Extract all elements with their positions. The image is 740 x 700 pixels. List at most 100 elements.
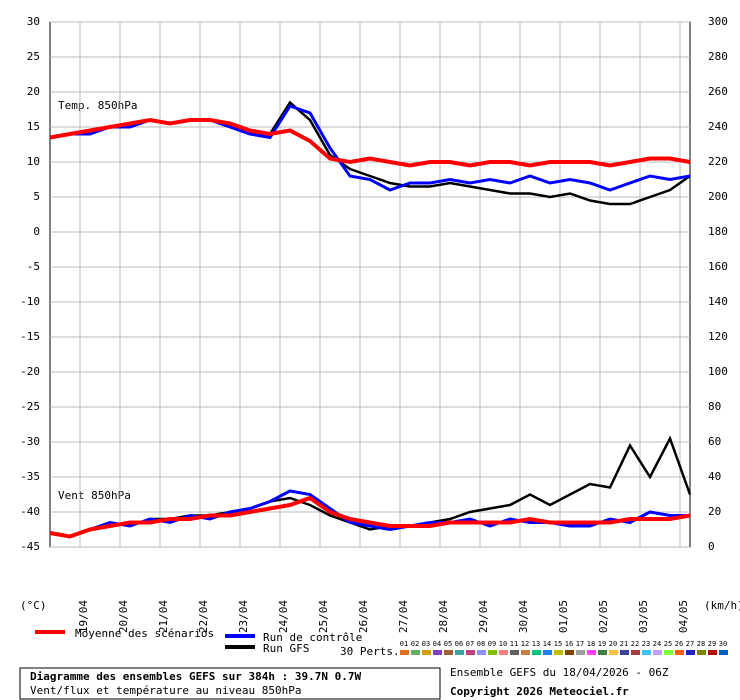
y2-tick-label: 220 [708,155,728,168]
y-tick-label: -25 [20,400,40,413]
x-tick-label: 25/04 [317,600,330,633]
pert-swatch [444,650,453,655]
pert-label: 05 [444,640,452,648]
pert-label: 20 [609,640,617,648]
pert-swatch [697,650,706,655]
x-tick-label: 29/04 [477,600,490,633]
x-tick-label: 19/04 [77,600,90,633]
pert-label: 18 [587,640,595,648]
footer-title: Diagramme des ensembles GEFS sur 384h : … [30,670,362,683]
legend-label: Moyenne des scénarios [75,627,214,640]
y-tick-label: 5 [33,190,40,203]
pert-swatch [532,650,541,655]
pert-label: 07 [466,640,474,648]
pert-label: 23 [642,640,650,648]
y2-tick-label: 40 [708,470,721,483]
pert-swatch [576,650,585,655]
pert-label: 29 [708,640,716,648]
y-tick-label: -20 [20,365,40,378]
pert-label: 12 [521,640,529,648]
pert-label: 22 [631,640,639,648]
pert-label: 25 [664,640,672,648]
x-tick-label: 28/04 [437,600,450,633]
y2-tick-label: 280 [708,50,728,63]
pert-swatch [719,650,728,655]
x-tick-label: 30/04 [517,600,530,633]
pert-label: 15 [554,640,562,648]
pert-swatch [477,650,486,655]
pert-label: 17 [576,640,584,648]
y2-tick-label: 300 [708,15,728,28]
pert-swatch [642,650,651,655]
pert-swatch [686,650,695,655]
pert-swatch [411,650,420,655]
y-tick-label: 0 [33,225,40,238]
pert-swatch [620,650,629,655]
pert-label: 16 [565,640,573,648]
pert-swatch [499,650,508,655]
pert-label: 14 [543,640,551,648]
pert-swatch [653,650,662,655]
y-tick-label: 15 [27,120,40,133]
y2-tick-label: 160 [708,260,728,273]
y-tick-label: 10 [27,155,40,168]
x-tick-label: 22/04 [197,600,210,633]
y2-tick-label: 120 [708,330,728,343]
y-tick-label: -45 [20,540,40,553]
y-tick-label: -40 [20,505,40,518]
pert-swatch [422,650,431,655]
y2-tick-label: 140 [708,295,728,308]
y2-tick-label: 180 [708,225,728,238]
x-tick-label: 24/04 [277,600,290,633]
x-tick-label: 21/04 [157,600,170,633]
run-label: Ensemble GEFS du 18/04/2026 - 06Z [450,666,669,679]
y-tick-label: -5 [27,260,40,273]
pert-label: 21 [620,640,628,648]
pert-label: 10 [499,640,507,648]
pert-swatch [400,650,409,655]
legend-label: Run de contrôle [263,631,362,644]
pert-swatch [543,650,552,655]
series-line [49,117,691,168]
y-tick-label: -30 [20,435,40,448]
y-tick-label: -15 [20,330,40,343]
wind-panel-label: Vent 850hPa [58,489,131,502]
y-tick-label: -35 [20,470,40,483]
pert-label: 02 [411,640,419,648]
perts-label: 30 Perts. [340,645,400,658]
pert-label: 03 [422,640,430,648]
pert-label: 06 [455,640,463,648]
pert-label: 08 [477,640,485,648]
y2-axis-label: (km/h) [704,599,740,612]
x-tick-label: 03/05 [637,600,650,633]
y-tick-label: -10 [20,295,40,308]
y2-tick-label: 60 [708,435,721,448]
pert-label: 04 [433,640,441,648]
pert-swatch [433,650,442,655]
pert-label: 19 [598,640,606,648]
y2-tick-label: 100 [708,365,728,378]
y2-tick-label: 200 [708,190,728,203]
pert-label: 24 [653,640,661,648]
y2-tick-label: 0 [708,540,715,553]
x-tick-label: 27/04 [397,600,410,633]
x-tick-label: 02/05 [597,600,610,633]
pert-swatch [565,650,574,655]
pert-label: 01 [400,640,408,648]
pert-swatch [708,650,717,655]
y-tick-label: 30 [27,15,40,28]
copyright: Copyright 2026 Meteociel.fr [450,685,629,698]
pert-swatch [466,650,475,655]
pert-label: 26 [675,640,683,648]
pert-swatch [554,650,563,655]
pert-swatch [631,650,640,655]
pert-swatch [598,650,607,655]
pert-label: 13 [532,640,540,648]
temp-panel-label: Temp. 850hPa [58,99,137,112]
y-tick-label: 20 [27,85,40,98]
legend-label: Run GFS [263,642,309,655]
pert-label: 09 [488,640,496,648]
x-tick-label: 01/05 [557,600,570,633]
plot-frame [49,21,691,548]
